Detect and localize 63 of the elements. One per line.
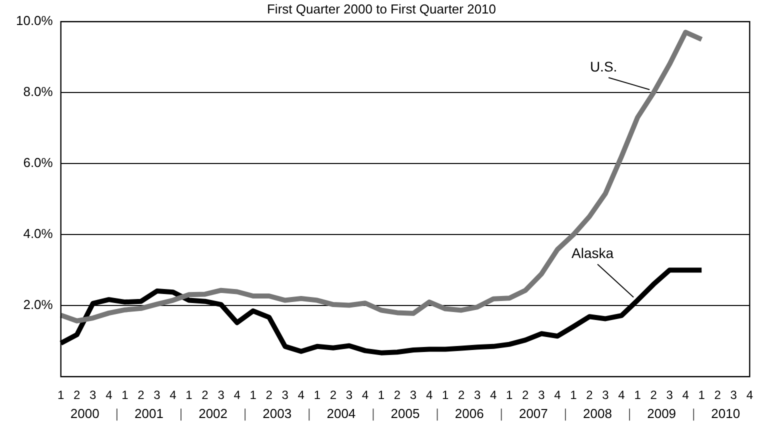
x-tick-label: 2 bbox=[74, 388, 81, 402]
x-tick-label: 3 bbox=[90, 388, 97, 402]
x-tick-label: 2 bbox=[714, 388, 722, 402]
x-tick-label: 1 bbox=[506, 388, 514, 402]
text: 2002 bbox=[198, 406, 228, 422]
x-tick-label: 4 bbox=[490, 388, 498, 402]
x-tick-label: 3 bbox=[538, 388, 546, 402]
x-tick-label: 4 bbox=[362, 388, 369, 402]
x-tick-label: 3 bbox=[666, 388, 674, 402]
x-tick-label: 2 bbox=[522, 388, 530, 402]
x-tick-label: 2 bbox=[586, 388, 594, 402]
x-tick-label: 2 bbox=[138, 388, 145, 402]
x-tick-label: 4 bbox=[170, 388, 177, 402]
text: 2008 bbox=[583, 406, 612, 422]
x-tick-label: 3 bbox=[410, 388, 417, 402]
y-tick-label: 6.0% bbox=[23, 155, 54, 170]
y-tick-label: 10.0% bbox=[16, 13, 54, 28]
x-tick-label: 3 bbox=[346, 388, 353, 402]
x-tick-label: 4 bbox=[426, 388, 433, 402]
y-tick-label: 2.0% bbox=[23, 297, 54, 312]
text: Alaska bbox=[572, 245, 614, 262]
x-tick-label: 3 bbox=[218, 388, 225, 402]
x-tick-label: 4 bbox=[106, 388, 113, 402]
text: 2000 bbox=[70, 406, 100, 422]
text: 2007 bbox=[518, 406, 548, 422]
x-tick-label: 1 bbox=[58, 388, 65, 402]
text: 2010 bbox=[711, 406, 740, 422]
x-tick-label: 3 bbox=[730, 388, 738, 402]
x-tick-label: 3 bbox=[154, 388, 161, 402]
x-tick-label: 2 bbox=[394, 388, 401, 402]
x-tick-label: 4 bbox=[682, 388, 690, 402]
y-tick-label: 8.0% bbox=[23, 84, 54, 100]
x-tick-label: 3 bbox=[282, 388, 289, 402]
x-tick-label: 1 bbox=[378, 388, 385, 402]
x-tick-label: 1 bbox=[698, 388, 706, 402]
x-tick-label: 4 bbox=[234, 388, 241, 402]
x-tick-label: 2 bbox=[202, 388, 209, 402]
x-tick-label: 1 bbox=[122, 388, 129, 402]
text: 2004 bbox=[326, 406, 356, 422]
x-tick-label: 1 bbox=[314, 388, 321, 402]
x-tick-label: 3 bbox=[602, 388, 610, 402]
chart-title: First Quarter 2000 to First Quarter 2010 bbox=[266, 1, 496, 16]
text: U.S. bbox=[590, 58, 618, 74]
x-tick-label: 2 bbox=[266, 388, 273, 402]
y-tick-label: 4.0% bbox=[23, 226, 54, 242]
text: 2003 bbox=[262, 406, 292, 422]
x-tick-label: 2 bbox=[330, 388, 337, 402]
x-tick-label: 3 bbox=[474, 388, 481, 402]
x-tick-label: 2 bbox=[458, 388, 465, 402]
x-tick-label: 1 bbox=[186, 388, 193, 402]
x-tick-label: 1 bbox=[634, 388, 642, 402]
x-tick-label: 1 bbox=[442, 388, 449, 402]
x-tick-label: 4 bbox=[618, 388, 626, 402]
x-tick-label: 2 bbox=[650, 388, 658, 402]
text: 2001 bbox=[134, 406, 164, 422]
x-tick-label: 4 bbox=[554, 388, 562, 402]
x-tick-label: 4 bbox=[298, 388, 305, 402]
text: 2009 bbox=[647, 406, 676, 422]
text: 2005 bbox=[390, 406, 420, 422]
x-tick-label: 1 bbox=[570, 388, 578, 402]
x-tick-label: 1 bbox=[250, 388, 257, 402]
text: 2006 bbox=[454, 406, 484, 422]
x-tick-label: 4 bbox=[746, 388, 754, 402]
